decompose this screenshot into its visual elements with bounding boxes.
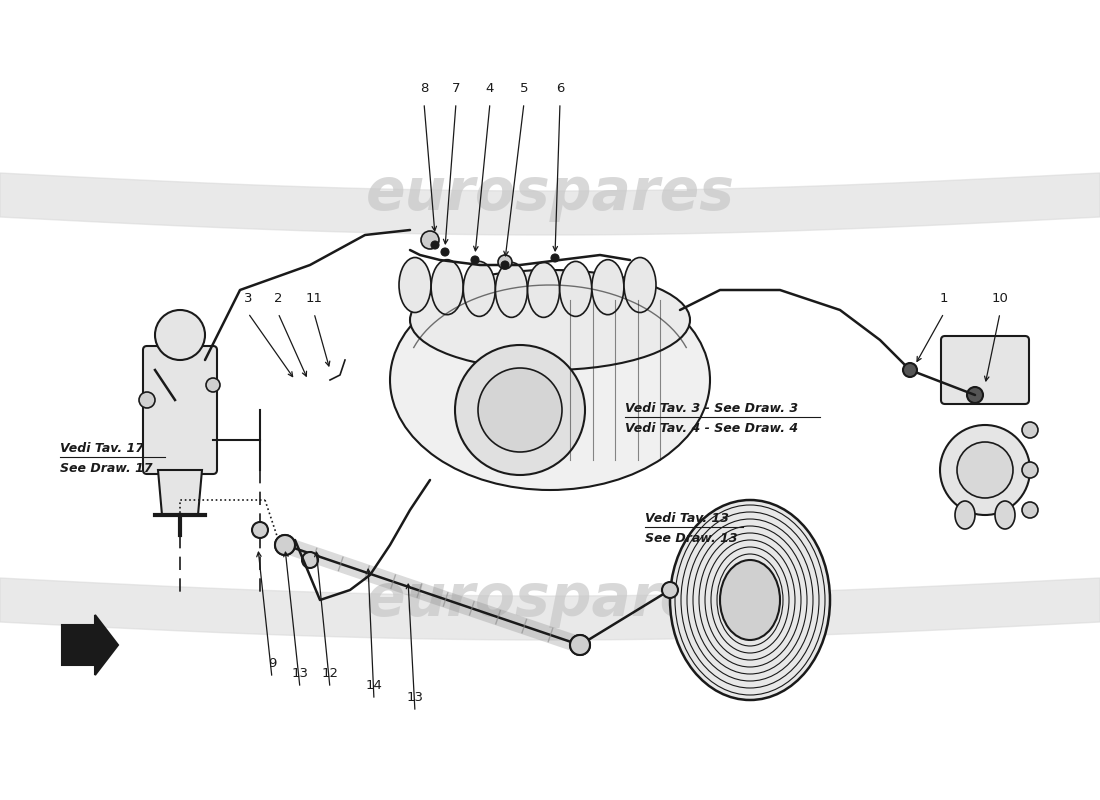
Text: eurospares: eurospares — [365, 165, 735, 222]
Polygon shape — [62, 615, 118, 675]
Circle shape — [431, 241, 439, 249]
Circle shape — [206, 378, 220, 392]
Text: 4: 4 — [486, 82, 494, 95]
Text: 12: 12 — [321, 667, 339, 680]
Circle shape — [1022, 422, 1038, 438]
Text: 3: 3 — [244, 292, 252, 305]
Text: 2: 2 — [274, 292, 283, 305]
Ellipse shape — [528, 262, 560, 318]
Circle shape — [957, 442, 1013, 498]
Ellipse shape — [996, 501, 1015, 529]
Text: 9: 9 — [267, 657, 276, 670]
Circle shape — [498, 255, 512, 269]
Text: 13: 13 — [407, 691, 424, 704]
Ellipse shape — [399, 258, 431, 313]
Text: 5: 5 — [519, 82, 528, 95]
Circle shape — [500, 261, 509, 269]
Circle shape — [455, 345, 585, 475]
Text: Vedi Tav. 17: Vedi Tav. 17 — [60, 442, 144, 455]
Ellipse shape — [390, 270, 710, 490]
Ellipse shape — [431, 260, 463, 314]
Circle shape — [570, 635, 590, 655]
Ellipse shape — [955, 501, 975, 529]
Ellipse shape — [592, 260, 624, 314]
Text: 13: 13 — [292, 667, 308, 680]
Text: 7: 7 — [452, 82, 460, 95]
Circle shape — [421, 231, 439, 249]
Text: Vedi Tav. 13: Vedi Tav. 13 — [645, 512, 729, 525]
Circle shape — [155, 310, 205, 360]
Text: See Draw. 13: See Draw. 13 — [645, 532, 738, 545]
Text: See Draw. 17: See Draw. 17 — [60, 462, 153, 475]
Text: 11: 11 — [306, 292, 322, 305]
Circle shape — [139, 392, 155, 408]
Text: Vedi Tav. 3 - See Draw. 3: Vedi Tav. 3 - See Draw. 3 — [625, 402, 799, 415]
Circle shape — [441, 248, 449, 256]
Circle shape — [940, 425, 1030, 515]
Ellipse shape — [463, 262, 495, 317]
Circle shape — [471, 256, 478, 264]
Circle shape — [662, 582, 678, 598]
FancyBboxPatch shape — [940, 336, 1028, 404]
Circle shape — [252, 522, 268, 538]
Ellipse shape — [624, 258, 656, 313]
Ellipse shape — [560, 262, 592, 317]
Ellipse shape — [410, 270, 690, 370]
Ellipse shape — [720, 560, 780, 640]
Circle shape — [903, 363, 917, 377]
Text: 1: 1 — [939, 292, 948, 305]
Circle shape — [275, 535, 295, 555]
Circle shape — [1022, 462, 1038, 478]
Circle shape — [551, 254, 559, 262]
FancyBboxPatch shape — [143, 346, 217, 474]
Text: 14: 14 — [365, 679, 383, 692]
Text: 10: 10 — [991, 292, 1009, 305]
Circle shape — [275, 535, 295, 555]
Text: Vedi Tav. 4 - See Draw. 4: Vedi Tav. 4 - See Draw. 4 — [625, 422, 799, 435]
Circle shape — [478, 368, 562, 452]
Circle shape — [302, 552, 318, 568]
Ellipse shape — [670, 500, 830, 700]
Ellipse shape — [495, 262, 527, 318]
Circle shape — [1022, 502, 1038, 518]
Circle shape — [570, 635, 590, 655]
Text: 6: 6 — [556, 82, 564, 95]
Text: 8: 8 — [420, 82, 428, 95]
Text: eurospares: eurospares — [365, 571, 735, 629]
Circle shape — [967, 387, 983, 403]
Polygon shape — [158, 470, 202, 515]
